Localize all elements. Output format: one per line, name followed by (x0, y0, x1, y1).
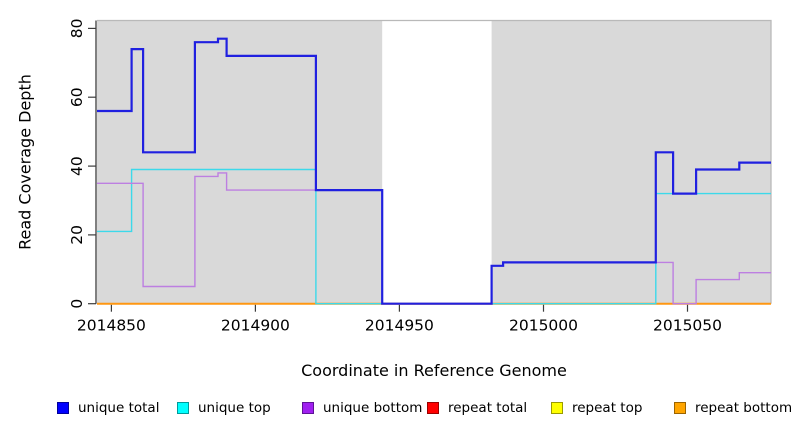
x-tick-label: 2014900 (221, 317, 290, 335)
x-tick-label: 2015050 (653, 317, 722, 335)
legend-label: unique top (198, 400, 271, 416)
legend-item-repeat-total: repeat total (427, 398, 527, 418)
y-axis-title: Read Coverage Depth (15, 74, 35, 250)
legend-label: unique bottom (323, 400, 423, 416)
chart-svg: 2014850 2014900 2014950 2015000 2015050 0 20 40… (68, 19, 772, 335)
unique-top-swatch-icon (177, 402, 189, 414)
legend-item-unique-total: unique total (57, 398, 159, 418)
y-tick-label: 40 (68, 156, 86, 176)
shaded-region (97, 20, 383, 304)
y-tick-label: 20 (68, 225, 86, 245)
x-tick-label: 2014950 (365, 317, 434, 335)
shaded-region (491, 20, 771, 304)
unique-total-swatch-icon (57, 402, 69, 414)
series-unique-total (97, 37, 771, 305)
legend-item-repeat-bottom: repeat bottom (674, 398, 792, 418)
repeat-top-swatch-icon (551, 402, 563, 414)
legend-label: unique total (78, 400, 160, 416)
x-axis-title: Coordinate in Reference Genome (301, 361, 567, 380)
repeat-total-swatch-icon (427, 402, 439, 414)
y-tick-label: 0 (68, 299, 86, 309)
legend-item-unique-bottom: unique bottom (302, 398, 422, 418)
plot-border (97, 19, 772, 304)
legend: unique total unique top unique bottom re… (0, 398, 792, 424)
y-tick-label: 80 (68, 19, 86, 39)
unique-bottom-swatch-icon (302, 402, 314, 414)
legend-label: repeat bottom (695, 400, 792, 416)
x-tick-label: 2015000 (509, 317, 578, 335)
legend-item-repeat-top: repeat top (551, 398, 642, 418)
x-tick-label: 2014850 (77, 317, 146, 335)
legend-item-unique-top: unique top (177, 398, 271, 418)
y-tick-label: 60 (68, 87, 86, 107)
legend-label: repeat top (572, 400, 643, 416)
legend-label: repeat total (448, 400, 528, 416)
repeat-bottom-swatch-icon (674, 402, 686, 414)
